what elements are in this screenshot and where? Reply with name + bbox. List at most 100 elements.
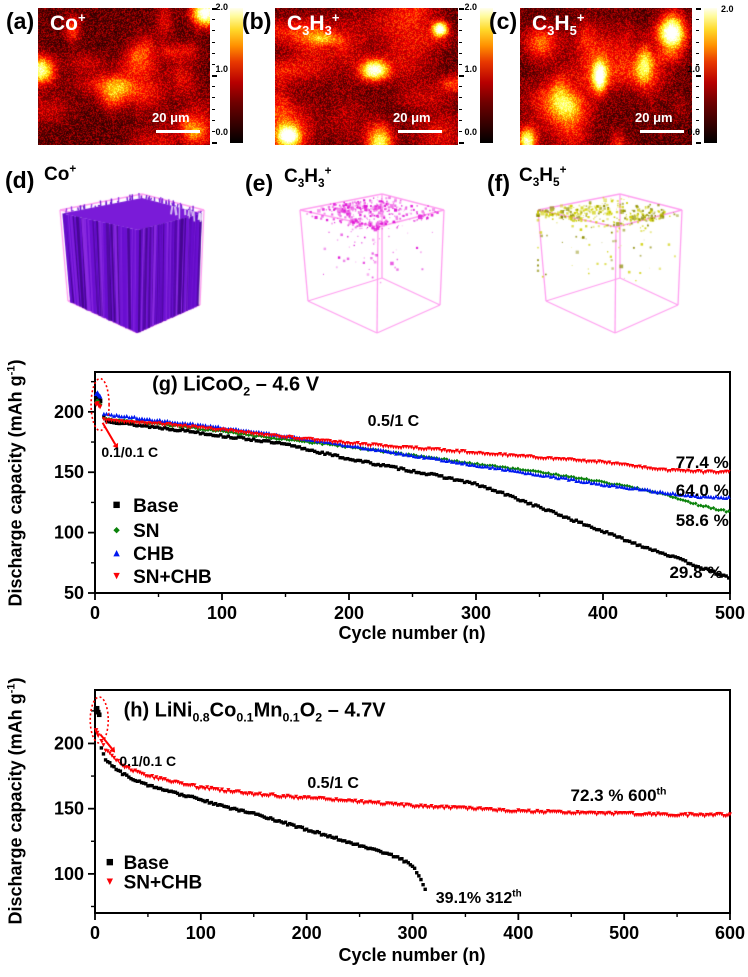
colorbar-tick	[212, 30, 215, 32]
colorbar-tick	[212, 142, 217, 144]
sims-map-c3h5	[520, 8, 692, 145]
chart-h-ylabel: Discharge capacity (mAh g-1)	[5, 677, 26, 925]
colorbar-tick	[696, 41, 699, 43]
colorbar-tick	[212, 63, 215, 65]
panel-b-ion-label: C3H3+	[287, 10, 340, 39]
colorbar-tick	[459, 119, 462, 121]
svg-text:100: 100	[186, 923, 216, 943]
panel-c-scalebar	[640, 130, 684, 133]
svg-text:100: 100	[207, 603, 237, 623]
colorbar-tick	[459, 30, 462, 32]
colorbar-c-mid: 1.0	[687, 64, 700, 74]
panel-a-label: (a)	[6, 8, 35, 34]
colorbar-b-mid: 1.0	[464, 64, 477, 74]
chart-g-annotation-4: 64.0 %	[675, 480, 729, 500]
colorbar-c	[704, 8, 717, 143]
colorbar-tick	[696, 130, 699, 132]
colorbar-a-max: 2.0	[215, 2, 228, 12]
chart-g-legend-SN: SN	[133, 521, 159, 542]
svg-text:150: 150	[54, 799, 84, 819]
colorbar-tick	[212, 130, 215, 132]
chart-g-annotation-1: 0.1/0.1 C	[101, 443, 159, 460]
colorbar-tick	[212, 97, 215, 99]
panel-a-ion-label: Co+	[50, 10, 86, 35]
svg-text:500: 500	[609, 923, 639, 943]
colorbar-b	[480, 8, 493, 143]
sims-map-co	[38, 8, 210, 145]
render-3d-c3h5	[506, 177, 691, 337]
colorbar-a-mid: 1.0	[215, 64, 228, 74]
chart-h-legend-SN+CHB: SN+CHB	[124, 873, 203, 894]
colorbar-tick	[696, 19, 699, 21]
chart-g-annotation-3: 77.4 %	[675, 452, 729, 472]
render-3d-c3h3	[268, 177, 453, 337]
colorbar-tick	[212, 41, 215, 43]
chart-g-annotation-2: 0.5/1 C	[367, 412, 420, 430]
colorbar-tick	[212, 8, 217, 10]
chart-g-plot: 0 100 200 300 400 500 50 100 150 200 Base SNCHBSN+C…	[54, 371, 745, 623]
chart-g-annotation-0: (g) LiCoO2 – 4.6 V	[152, 373, 320, 399]
svg-text:400: 400	[503, 923, 533, 943]
panel-d-label: (d)	[5, 167, 35, 193]
colorbar-c-max: 2.0	[721, 4, 734, 14]
panel-e-label: (e)	[245, 170, 274, 196]
sims-map-c3h3	[275, 8, 458, 145]
colorbar-tick	[696, 86, 699, 88]
colorbar-tick	[459, 63, 462, 65]
svg-text:200: 200	[292, 923, 322, 943]
render-3d-co	[28, 177, 213, 337]
chart-h-legend-Base: Base	[124, 853, 169, 874]
colorbar-tick	[212, 19, 215, 21]
chart-h-annotation-4: 39.1% 312th	[435, 888, 522, 907]
chart-g-legend-Base: Base	[133, 496, 178, 517]
panel-f-label: (f)	[487, 170, 510, 196]
colorbar-tick	[212, 75, 217, 77]
chart-g-legend-SN+CHB: SN+CHB	[133, 567, 212, 588]
svg-text:50: 50	[64, 583, 84, 603]
colorbar-tick	[696, 30, 699, 32]
colorbar-c-ticks	[696, 8, 702, 144]
colorbar-tick	[459, 52, 462, 54]
panel-c-scalebar-label: 20 μm	[635, 110, 673, 125]
colorbar-tick	[696, 119, 699, 121]
svg-text:100: 100	[54, 864, 84, 884]
colorbar-tick	[212, 108, 215, 110]
chart-h-annotation-3: 72.3 % 600th	[570, 785, 667, 806]
colorbar-tick	[459, 41, 462, 43]
chart-nmc-cycling: 0 100 200 300 400 500 600 100 150 200 Base SN+CHB D…	[0, 655, 748, 972]
svg-text:0: 0	[90, 923, 100, 943]
chart-h-annotation-2: 0.5/1 C	[307, 774, 359, 792]
colorbar-tick	[696, 75, 701, 77]
colorbar-b-min: 0.0	[464, 127, 477, 137]
panel-c-label: (c)	[489, 8, 518, 34]
svg-text:300: 300	[397, 923, 427, 943]
chart-licoo2-cycling: 0 100 200 300 400 500 50 100 150 200 Base SN CHB SN+C…	[0, 355, 748, 655]
panel-b-label: (b)	[242, 8, 272, 34]
panel-b-scalebar-label: 20 μm	[393, 110, 431, 125]
colorbar-a-ticks	[212, 8, 218, 144]
colorbar-tick	[459, 108, 462, 110]
svg-text:400: 400	[588, 603, 618, 623]
colorbar-c-min: 0.0	[687, 127, 700, 137]
chart-g-xlabel: Cycle number (n)	[338, 623, 486, 643]
svg-text:500: 500	[715, 603, 745, 623]
colorbar-tick	[212, 119, 215, 121]
chart-g-ylabel: Discharge capacity (mAh g-1)	[5, 359, 26, 607]
colorbar-tick	[459, 142, 464, 144]
colorbar-tick	[459, 75, 464, 77]
colorbar-tick	[696, 52, 699, 54]
colorbar-tick	[459, 130, 462, 132]
colorbar-tick	[696, 63, 699, 65]
colorbar-a	[230, 8, 243, 143]
svg-text:200: 200	[334, 603, 364, 623]
svg-text:200: 200	[54, 733, 84, 753]
colorbar-tick	[459, 97, 462, 99]
colorbar-tick	[459, 19, 462, 21]
colorbar-tick	[212, 52, 215, 54]
colorbar-b-max: 2.0	[464, 2, 477, 12]
chart-g-annotation-5: 58.6 %	[675, 510, 729, 530]
svg-text:600: 600	[715, 923, 745, 943]
chart-g-legend-CHB: CHB	[133, 544, 174, 565]
svg-text:150: 150	[54, 462, 84, 482]
